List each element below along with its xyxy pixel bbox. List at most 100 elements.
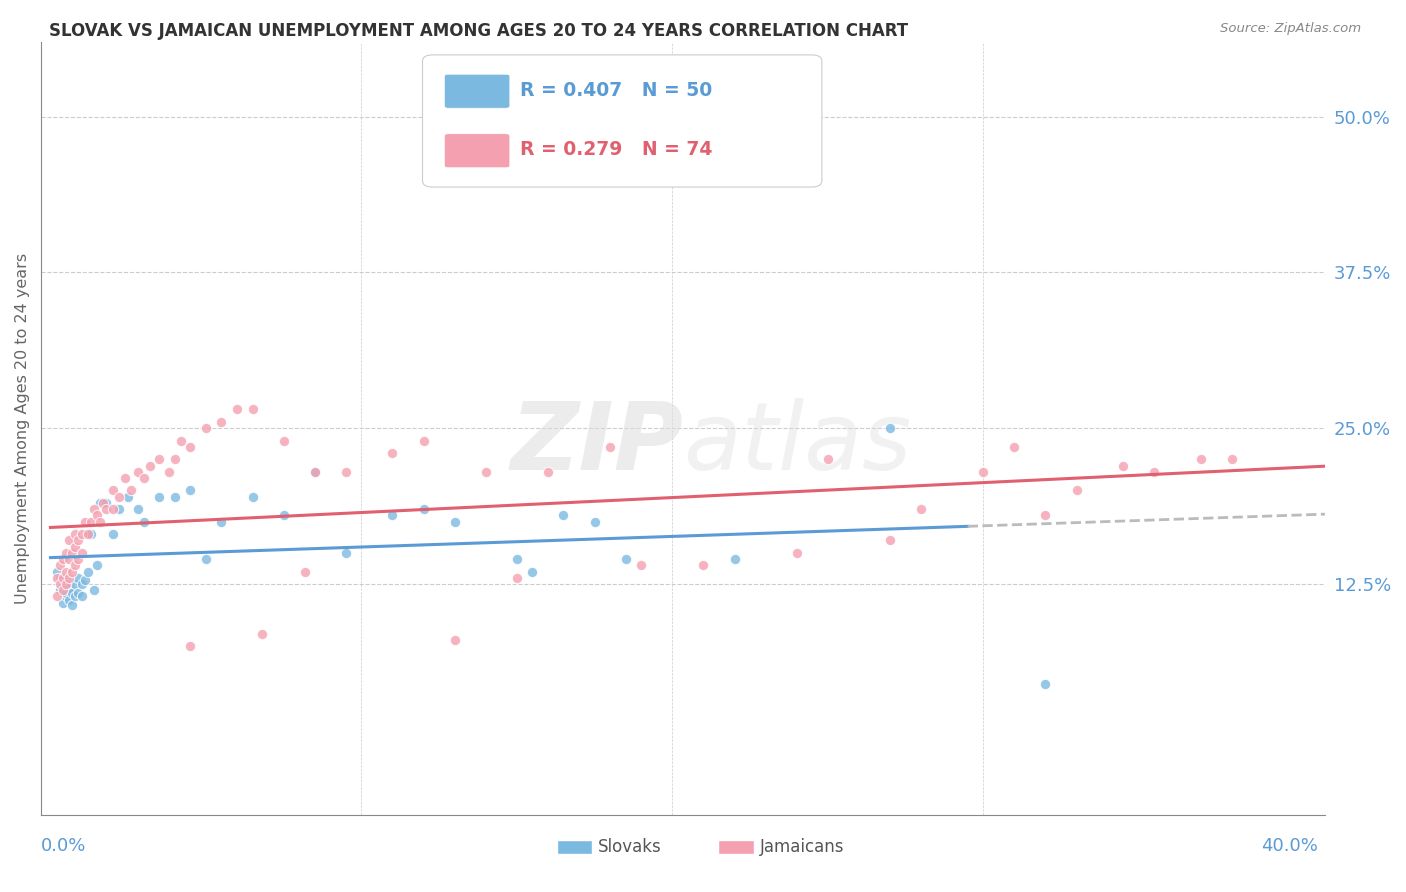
Point [599, 440, 621, 454]
Point [117, 490, 139, 504]
Point [70, 590, 93, 604]
Point [522, 565, 544, 579]
Point [101, 527, 124, 541]
Point [132, 515, 155, 529]
Point [226, 402, 249, 417]
Text: SLOVAK VS JAMAICAN UNEMPLOYMENT AMONG AGES 20 TO 24 YEARS CORRELATION CHART: SLOVAK VS JAMAICAN UNEMPLOYMENT AMONG AG… [49, 22, 908, 40]
FancyBboxPatch shape [423, 55, 823, 187]
Text: 0.0%: 0.0% [41, 837, 87, 855]
Point [55, 590, 77, 604]
Point [65, 527, 87, 541]
Text: ZIP: ZIP [510, 398, 683, 490]
Point [108, 490, 131, 504]
Point [70, 577, 93, 591]
Point [157, 465, 180, 479]
Point [614, 552, 637, 566]
Point [55, 565, 77, 579]
Point [96, 502, 118, 516]
Point [60, 546, 83, 560]
Point [101, 483, 124, 498]
Point [506, 552, 529, 566]
Text: atlas: atlas [683, 398, 911, 489]
Point [73, 573, 96, 587]
Point [630, 558, 652, 573]
Point [60, 565, 83, 579]
Point [211, 515, 233, 529]
Point [86, 558, 108, 573]
Point [553, 508, 575, 523]
Point [49, 558, 72, 573]
Point [273, 508, 295, 523]
Point [242, 490, 264, 504]
Point [412, 434, 434, 448]
Point [139, 458, 162, 473]
Point [83, 583, 105, 598]
Point [58, 581, 80, 595]
Text: Jamaicans: Jamaicans [759, 838, 844, 855]
Point [55, 546, 77, 560]
Point [49, 577, 72, 591]
Point [89, 496, 111, 510]
Point [55, 577, 77, 591]
Point [65, 590, 87, 604]
Point [58, 552, 80, 566]
Point [65, 577, 87, 591]
Point [335, 546, 357, 560]
Point [273, 434, 295, 448]
Point [73, 515, 96, 529]
Text: R = 0.279   N = 74: R = 0.279 N = 74 [520, 140, 713, 160]
Point [67, 585, 90, 599]
Y-axis label: Unemployment Among Ages 20 to 24 years: Unemployment Among Ages 20 to 24 years [15, 252, 30, 604]
Point [108, 502, 131, 516]
Point [163, 452, 186, 467]
Point [194, 552, 217, 566]
Point [45, 565, 67, 579]
Point [537, 465, 560, 479]
Point [1189, 452, 1212, 467]
Point [474, 465, 496, 479]
Point [60, 598, 83, 612]
Point [76, 527, 98, 541]
Point [148, 490, 170, 504]
Point [127, 465, 149, 479]
Point [179, 483, 201, 498]
Point [70, 527, 93, 541]
Point [443, 633, 465, 648]
Point [80, 527, 103, 541]
Point [55, 585, 77, 599]
Point [52, 577, 75, 591]
Point [52, 552, 75, 566]
Point [52, 571, 75, 585]
Point [412, 502, 434, 516]
Point [170, 434, 193, 448]
Point [163, 490, 186, 504]
Point [879, 533, 901, 548]
Point [67, 552, 90, 566]
Point [148, 452, 170, 467]
Point [1143, 465, 1166, 479]
Point [242, 402, 264, 417]
Point [58, 593, 80, 607]
Point [443, 515, 465, 529]
Point [211, 415, 233, 429]
Point [132, 471, 155, 485]
Point [91, 496, 114, 510]
Point [179, 640, 201, 654]
Point [67, 533, 90, 548]
Point [76, 565, 98, 579]
Point [49, 571, 72, 585]
Point [45, 571, 67, 585]
Point [692, 558, 714, 573]
Point [910, 502, 932, 516]
Point [335, 465, 357, 479]
Point [96, 496, 118, 510]
Point [179, 440, 201, 454]
Point [1112, 458, 1135, 473]
Point [723, 552, 745, 566]
Point [45, 590, 67, 604]
Text: 40.0%: 40.0% [1261, 837, 1319, 855]
Point [101, 502, 124, 516]
Point [250, 627, 273, 641]
Text: R = 0.407   N = 50: R = 0.407 N = 50 [520, 81, 713, 100]
Point [1002, 440, 1025, 454]
